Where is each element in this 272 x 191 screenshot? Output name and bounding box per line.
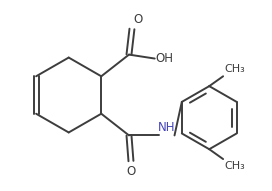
Text: CH₃: CH₃: [224, 161, 245, 171]
Text: CH₃: CH₃: [224, 64, 245, 74]
Text: NH: NH: [158, 121, 175, 134]
Text: O: O: [133, 13, 142, 26]
Text: OH: OH: [156, 52, 174, 65]
Text: O: O: [126, 165, 135, 178]
